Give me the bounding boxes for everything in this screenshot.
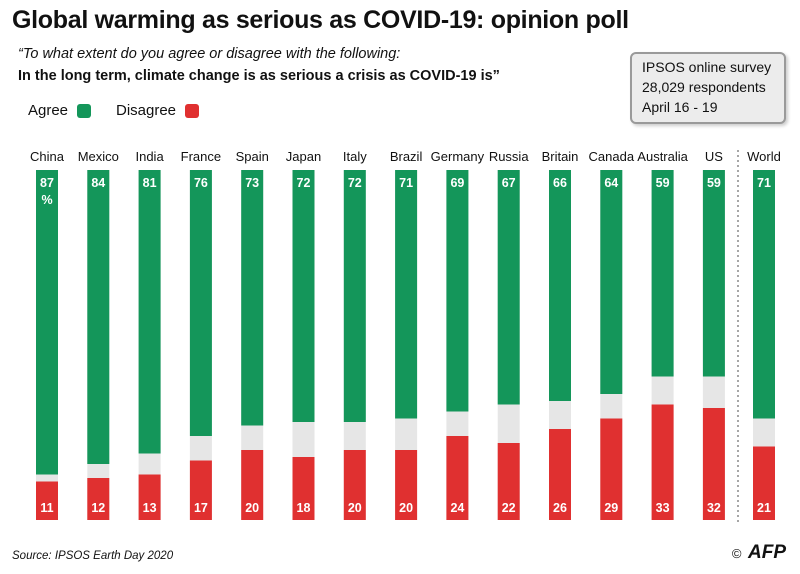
agree-value-russia: 67 xyxy=(502,176,516,190)
category-label-russia: Russia xyxy=(489,149,530,164)
legend-disagree-swatch xyxy=(185,103,200,118)
disagree-value-china: 11 xyxy=(40,501,53,515)
bar-agree-russia xyxy=(497,170,520,405)
category-label-canada: Canada xyxy=(589,149,635,164)
agree-value-australia: 59 xyxy=(656,176,670,190)
bar-agree-britain xyxy=(549,170,571,401)
category-label-brazil: Brazil xyxy=(390,149,423,164)
disagree-value-us: 32 xyxy=(707,501,721,515)
bar-disagree-canada xyxy=(600,418,623,520)
bar-agree-japan xyxy=(292,170,315,422)
category-label-world: World xyxy=(747,149,781,164)
bar-disagree-italy xyxy=(343,450,366,520)
category-label-china: China xyxy=(30,149,65,164)
bar-disagree-spain xyxy=(241,450,264,520)
bar-agree-germany xyxy=(446,170,469,412)
bar-agree-spain xyxy=(241,170,264,426)
category-label-spain: Spain xyxy=(236,149,269,164)
afp-credit: © AFP xyxy=(732,542,786,564)
legend-agree: Agree xyxy=(28,102,92,119)
category-label-france: France xyxy=(181,149,221,164)
survey-info-line-2: 28,029 respondents xyxy=(642,79,766,95)
category-label-australia: Australia xyxy=(637,149,688,164)
disagree-value-brazil: 20 xyxy=(399,501,413,515)
category-label-japan: Japan xyxy=(286,149,321,164)
bar-agree-world xyxy=(753,170,775,419)
disagree-value-germany: 24 xyxy=(450,501,464,515)
bar-disagree-australia xyxy=(651,404,674,520)
agree-value-italy: 72 xyxy=(348,176,362,190)
disagree-value-mexico: 12 xyxy=(91,501,105,515)
disagree-value-italy: 20 xyxy=(348,501,362,515)
agree-value-germany: 69 xyxy=(450,176,464,190)
bar-agree-australia xyxy=(651,170,674,377)
agree-value-mexico: 84 xyxy=(91,176,105,190)
category-label-us: US xyxy=(705,149,723,164)
legend-agree-swatch xyxy=(77,103,92,118)
bar-disagree-britain xyxy=(549,429,571,520)
agree-value-world: 71 xyxy=(757,176,771,190)
disagree-value-britain: 26 xyxy=(553,501,567,515)
category-label-italy: Italy xyxy=(343,149,367,164)
copyright-symbol: © xyxy=(731,546,742,561)
bar-disagree-germany xyxy=(446,436,469,520)
disagree-value-australia: 33 xyxy=(656,501,670,515)
bar-agree-mexico xyxy=(87,170,110,464)
question-line-1: “To what extent do you agree or disagree… xyxy=(18,46,401,62)
bar-agree-canada xyxy=(600,170,623,394)
legend-agree-label: Agree xyxy=(28,102,69,119)
source-note: Source: IPSOS Earth Day 2020 xyxy=(12,550,174,562)
category-label-mexico: Mexico xyxy=(78,149,119,164)
chart-title: Global warming as serious as COVID-19: o… xyxy=(12,6,629,34)
disagree-value-japan: 18 xyxy=(297,501,311,515)
legend-disagree: Disagree xyxy=(116,102,200,119)
agree-value-spain: 73 xyxy=(245,176,259,190)
legend-disagree-label: Disagree xyxy=(116,102,177,119)
bar-agree-france xyxy=(189,170,212,436)
bar-agree-brazil xyxy=(395,170,418,419)
survey-info-line-3: April 16 - 19 xyxy=(642,99,718,115)
bar-disagree-japan xyxy=(292,457,315,520)
bar-disagree-russia xyxy=(497,443,520,520)
bar-disagree-world xyxy=(753,446,775,520)
agree-value-canada: 64 xyxy=(604,176,618,190)
bar-disagree-china xyxy=(36,481,58,520)
agree-value-britain: 66 xyxy=(553,176,567,190)
survey-info-line-1: IPSOS online survey xyxy=(642,59,772,75)
disagree-value-russia: 22 xyxy=(502,501,516,515)
question-line-2: In the long term, climate change is as s… xyxy=(18,68,500,84)
agree-value-japan: 72 xyxy=(297,176,311,190)
agree-value-us: 59 xyxy=(707,176,721,190)
survey-info-box: IPSOS online survey 28,029 respondents A… xyxy=(630,52,786,124)
agree-value-china: 87 xyxy=(40,176,54,190)
category-label-india: India xyxy=(135,149,164,164)
disagree-value-india: 13 xyxy=(143,501,157,515)
agree-value-france: 76 xyxy=(194,176,208,190)
agree-value-brazil: 71 xyxy=(399,176,413,190)
bar-agree-italy xyxy=(343,170,366,422)
disagree-value-canada: 29 xyxy=(604,501,618,515)
bar-disagree-mexico xyxy=(87,478,110,520)
disagree-value-france: 17 xyxy=(194,501,208,515)
bar-agree-india xyxy=(138,170,161,454)
category-label-germany: Germany xyxy=(431,149,485,164)
disagree-value-world: 21 xyxy=(757,501,771,515)
bar-disagree-india xyxy=(138,474,161,520)
bar-disagree-france xyxy=(189,460,212,520)
bar-disagree-us xyxy=(702,408,725,520)
agree-value-india: 81 xyxy=(143,176,157,190)
bar-agree-us xyxy=(702,170,725,377)
agree-value-unit: % xyxy=(41,193,52,207)
afp-logo: AFP xyxy=(748,542,786,563)
bar-agree-china xyxy=(36,170,58,475)
category-label-britain: Britain xyxy=(542,149,579,164)
bar-disagree-brazil xyxy=(395,450,418,520)
disagree-value-spain: 20 xyxy=(245,501,259,515)
